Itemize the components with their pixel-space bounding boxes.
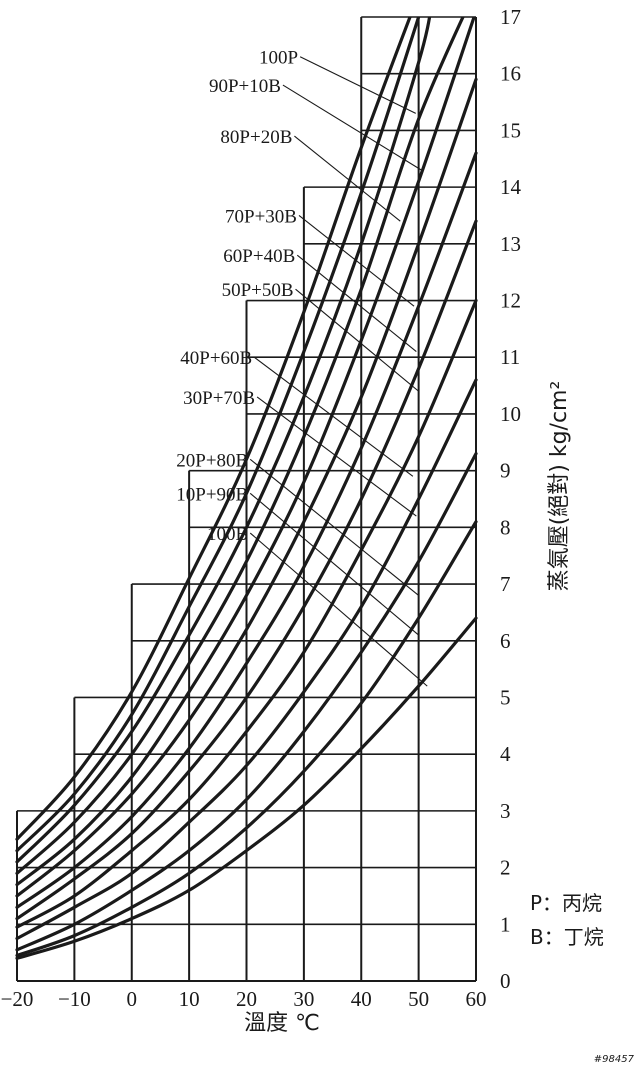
series-label: 20P+80B (176, 450, 248, 471)
x-tick-label: −20 (1, 987, 34, 1011)
legend-butane: B：丁烷 (530, 925, 604, 949)
x-axis-ticks: −20 −10 0 10 20 30 40 50 60 (1, 987, 487, 1011)
x-axis-title: 溫度 ℃ (244, 1011, 320, 1036)
label-leader (294, 135, 401, 222)
series-label: 70P+30B (225, 206, 297, 227)
series-line-9 (15, 298, 478, 929)
series-label: 90P+10B (209, 76, 281, 97)
y-tick-label: 7 (500, 572, 511, 596)
legend-propane: P：丙烷 (530, 891, 602, 915)
y-tick-label: 10 (500, 402, 521, 426)
x-tick-label: 20 (236, 987, 257, 1011)
series-line-6 (15, 77, 478, 898)
x-tick-label: 60 (466, 987, 487, 1011)
y-tick-label: 6 (500, 629, 511, 653)
y-tick-label: 9 (500, 459, 511, 483)
series-label: 10P+90B (176, 484, 248, 505)
series-label: 100B (207, 524, 248, 545)
series-line-7 (15, 151, 478, 909)
label-leader (296, 254, 417, 352)
series-line-5 (15, 17, 476, 887)
y-tick-label: 4 (500, 742, 511, 766)
label-leader (249, 458, 419, 596)
series-label: 40P+60B (180, 348, 252, 369)
x-tick-label: 30 (293, 987, 314, 1011)
series-line-11 (15, 452, 478, 952)
series-label: 30P+70B (183, 388, 255, 409)
y-axis-title: 蒸氣壓(絕對) kg/cm² (547, 381, 572, 592)
y-tick-label: 12 (500, 289, 521, 313)
y-tick-label: 3 (500, 799, 511, 823)
label-leader (253, 356, 414, 477)
y-tick-label: 0 (500, 969, 511, 993)
series-line-3 (15, 17, 432, 864)
series-labels: 100P 90P+10B 80P+20B 70P+30B 60P+40B 50P+50B 4… (176, 48, 298, 545)
label-leaders (249, 56, 428, 687)
y-tick-label: 13 (500, 232, 521, 256)
y-tick-label: 1 (500, 912, 511, 936)
x-tick-label: 10 (179, 987, 200, 1011)
series-line-13 (15, 616, 478, 960)
label-leader (249, 532, 428, 687)
y-tick-label: 8 (500, 515, 511, 539)
series-line-2 (15, 17, 421, 853)
y-tick-label: 15 (500, 118, 521, 142)
label-leader (256, 396, 417, 517)
y-tick-label: 14 (500, 175, 522, 199)
series-line-10 (15, 378, 478, 941)
series-label: 60P+40B (223, 246, 295, 267)
series-label: 100P (259, 48, 298, 69)
label-leader (299, 56, 416, 114)
label-leader (249, 492, 419, 636)
y-tick-label: 16 (500, 62, 521, 86)
y-tick-label: 11 (500, 345, 520, 369)
label-leader (282, 84, 422, 171)
label-leader (295, 288, 419, 392)
series-line-1 (15, 17, 412, 841)
x-tick-label: 0 (127, 987, 138, 1011)
label-leader (298, 215, 415, 307)
series-line-8 (15, 219, 478, 921)
series-label: 80P+20B (220, 127, 292, 148)
y-tick-label: 2 (500, 856, 511, 880)
x-tick-label: 40 (351, 987, 372, 1011)
x-tick-label: 50 (408, 987, 429, 1011)
series-label: 50P+50B (222, 280, 294, 301)
footer-code: #98457 (594, 1054, 635, 1065)
series-line-4 (15, 17, 465, 875)
y-tick-label: 5 (500, 685, 511, 709)
x-tick-label: −10 (58, 987, 91, 1011)
y-tick-label: 17 (500, 5, 521, 29)
